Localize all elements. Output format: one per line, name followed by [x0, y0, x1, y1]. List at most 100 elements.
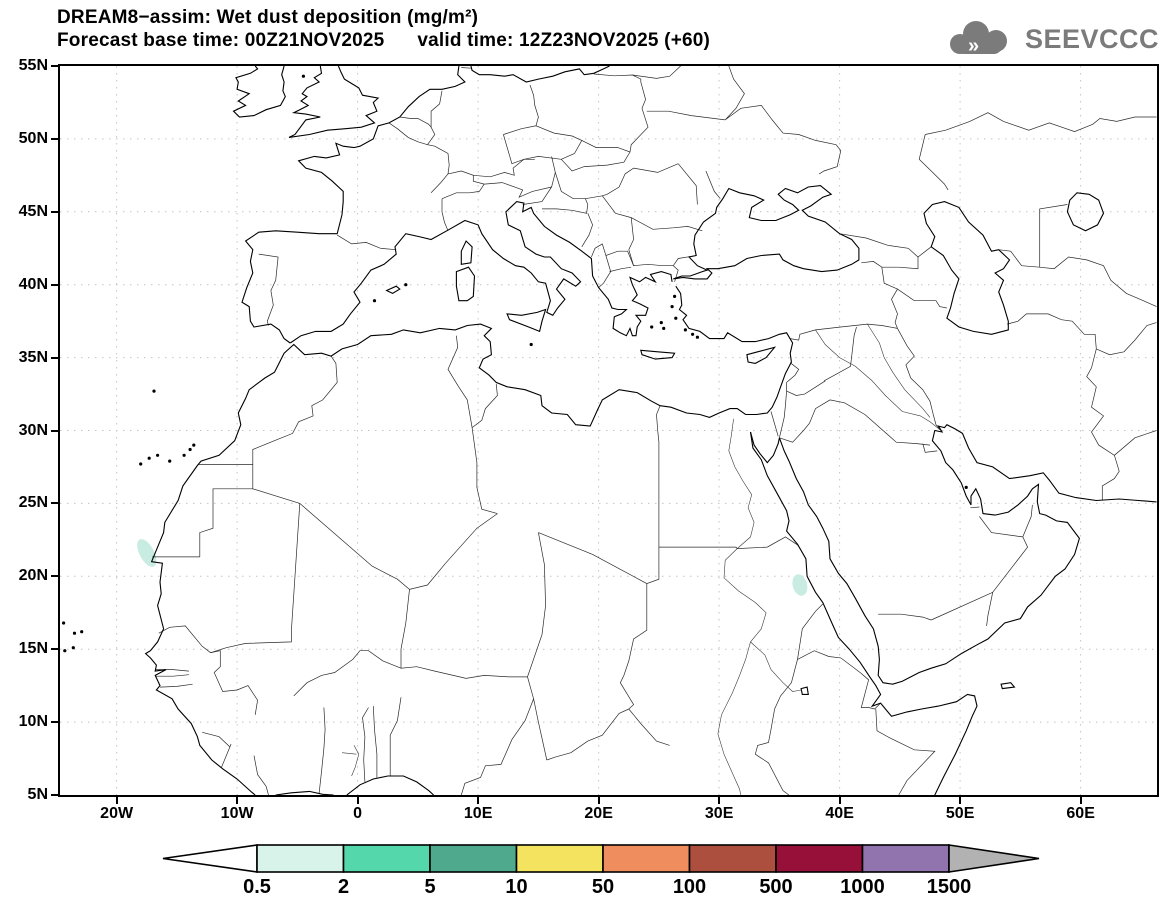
country-border — [786, 380, 826, 396]
coastline — [746, 346, 777, 364]
logo-text: SEEVCCC — [1024, 23, 1159, 54]
coastline — [455, 266, 476, 302]
country-border — [1039, 204, 1068, 268]
wet-deposition-area — [792, 574, 808, 596]
country-border — [527, 532, 546, 678]
lon-tick — [959, 797, 962, 804]
coastline — [470, 66, 610, 83]
lat-tick — [51, 210, 58, 213]
country-border — [400, 589, 528, 679]
lon-tick-label: 0 — [353, 805, 363, 822]
country-border — [797, 603, 824, 660]
lon-tick-label: 20E — [584, 805, 613, 822]
country-border — [585, 163, 679, 200]
island-dot — [964, 485, 968, 489]
lat-tick-label: 10N — [18, 713, 48, 731]
country-border — [362, 707, 369, 782]
country-border — [522, 156, 556, 205]
country-border — [561, 151, 631, 172]
lon-tick-label: 20W — [100, 805, 134, 822]
country-border — [881, 267, 947, 309]
coastline — [1000, 682, 1016, 690]
island-dot — [62, 621, 66, 625]
island-dot — [156, 453, 160, 457]
country-border — [1114, 430, 1157, 456]
colorbar-segment — [515, 844, 604, 873]
lat-tick-label: 55N — [18, 57, 48, 74]
colorbar-label: 0.5 — [243, 876, 271, 898]
colorbar-label: 5 — [424, 876, 436, 898]
lat-tick — [51, 502, 58, 505]
coastline — [460, 240, 473, 265]
lat-tick-label: 5N — [27, 786, 48, 803]
colorbar-label: 1000 — [840, 876, 885, 898]
island-dot — [529, 342, 533, 347]
country-border — [602, 195, 703, 232]
country-border — [970, 506, 980, 509]
lon-tick — [236, 797, 239, 804]
map-plot-area — [58, 64, 1159, 797]
country-border — [897, 328, 942, 431]
country-border — [441, 198, 449, 231]
figure-subtitle: Forecast base time: 00Z21NOV2025 valid t… — [57, 30, 711, 51]
colorbar-segment — [602, 844, 691, 873]
lat-tick — [51, 721, 58, 724]
island-dot — [695, 335, 700, 339]
river-line — [341, 752, 357, 755]
lat-tick-label: 30N — [18, 421, 48, 439]
coastline — [288, 66, 380, 138]
country-border — [581, 213, 593, 247]
lat-tick — [51, 429, 58, 432]
figure-title: DREAM8−assim: Wet dust deposition (mg/m²… — [57, 7, 479, 28]
coastline — [289, 201, 673, 344]
country-border — [925, 112, 1157, 135]
island-dot — [182, 453, 186, 457]
country-border — [839, 233, 932, 258]
country-border — [471, 383, 498, 428]
coastline — [673, 185, 860, 280]
country-border — [673, 265, 679, 282]
colorbar-right-arrow — [948, 844, 1040, 873]
country-border — [922, 443, 938, 453]
island-dot — [659, 321, 663, 325]
coastline — [241, 66, 466, 344]
country-border — [992, 504, 1033, 593]
country-border — [779, 399, 931, 446]
country-border — [252, 355, 338, 465]
river-line — [815, 329, 942, 431]
country-border — [484, 182, 552, 198]
country-border — [931, 591, 994, 626]
lon-tick — [477, 797, 480, 804]
country-border — [318, 707, 326, 794]
colorbar-left-arrow — [162, 844, 258, 873]
lat-tick-label: 15N — [18, 640, 48, 658]
country-border — [441, 183, 485, 200]
lat-tick — [51, 648, 58, 651]
country-border — [786, 362, 800, 383]
country-border — [372, 706, 378, 778]
colorbar-label: 2 — [337, 876, 350, 898]
country-border — [529, 84, 539, 126]
country-border — [593, 66, 681, 79]
wet-deposition-area — [137, 539, 157, 567]
island-dot — [662, 326, 666, 330]
lat-tick — [51, 137, 58, 140]
coastline — [1066, 192, 1105, 232]
lat-tick-label: 50N — [18, 129, 48, 147]
colorbar-label: 10 — [505, 876, 528, 898]
lon-tick — [718, 797, 721, 804]
country-border — [258, 253, 279, 326]
island-dot — [188, 447, 192, 452]
island-dot — [71, 646, 75, 650]
country-border — [199, 464, 254, 557]
island-dot — [147, 456, 151, 460]
lat-tick-label: 25N — [18, 494, 48, 512]
country-border — [658, 536, 799, 549]
colorbar-label: 50 — [591, 876, 615, 898]
lon-tick-label: 60E — [1066, 805, 1095, 822]
river-line — [717, 418, 767, 795]
country-border — [979, 516, 1023, 538]
country-border — [878, 613, 932, 621]
lat-tick — [51, 283, 58, 286]
country-border — [389, 697, 402, 776]
